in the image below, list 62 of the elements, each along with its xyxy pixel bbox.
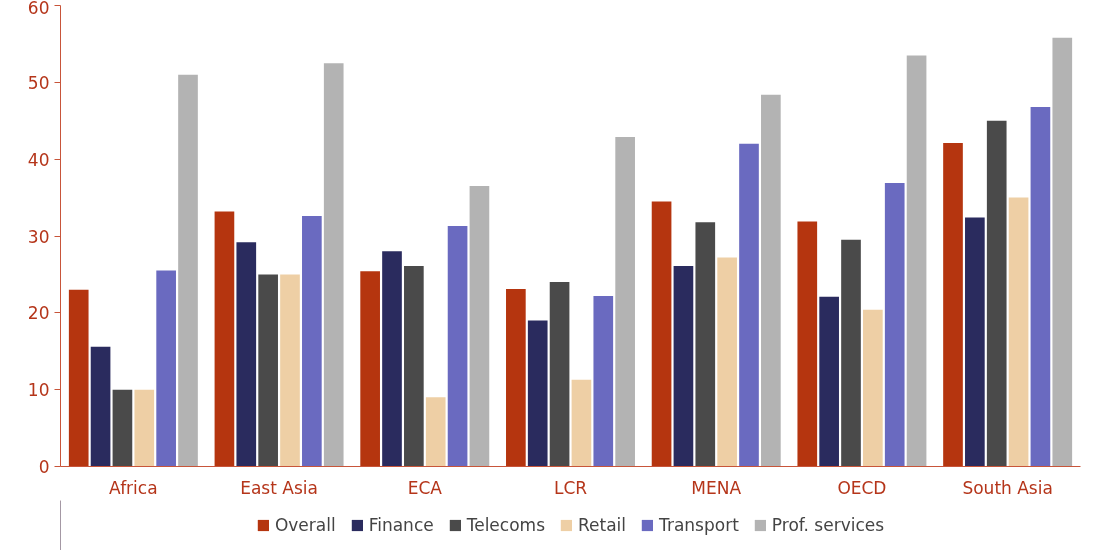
bar xyxy=(112,389,133,467)
bar xyxy=(258,274,278,467)
legend-label: Prof. services xyxy=(771,515,885,535)
bar xyxy=(404,265,424,467)
bar xyxy=(178,74,198,467)
bar xyxy=(425,397,446,467)
bar xyxy=(1008,197,1029,467)
x-tick-label: MENA xyxy=(691,477,742,498)
y-tick-label: 60 xyxy=(27,0,50,18)
bar xyxy=(863,309,883,467)
bar xyxy=(1030,106,1051,467)
bar xyxy=(382,251,402,467)
bar xyxy=(447,226,468,467)
y-tick-label: 50 xyxy=(27,72,50,93)
x-tick-label: South Asia xyxy=(962,477,1053,498)
legend-label: Telecoms xyxy=(466,515,546,535)
x-tick-label: LCR xyxy=(553,477,588,498)
bar xyxy=(695,222,716,467)
bar xyxy=(280,274,300,467)
y-tick-label: 30 xyxy=(27,226,50,247)
x-tick-label: Africa xyxy=(109,477,158,498)
bar xyxy=(651,201,672,467)
bar xyxy=(819,296,839,467)
bar xyxy=(134,389,155,467)
y-tick-label: 10 xyxy=(27,380,50,401)
bar xyxy=(943,143,963,467)
bar xyxy=(549,282,570,467)
bar xyxy=(360,271,380,467)
y-tick-label: 40 xyxy=(27,149,50,170)
bar xyxy=(761,94,781,467)
bar xyxy=(90,346,111,467)
legend-label: Retail xyxy=(578,515,627,535)
y-tick-label: 20 xyxy=(27,303,50,324)
x-tick-label: East Asia xyxy=(240,477,318,498)
bar xyxy=(323,63,344,467)
bar xyxy=(214,211,235,467)
bar xyxy=(527,320,548,467)
bar xyxy=(236,242,257,467)
y-tick-label: 0 xyxy=(38,457,50,477)
bar xyxy=(615,136,635,467)
bar xyxy=(593,295,614,467)
bar xyxy=(884,182,905,467)
legend-label: Transport xyxy=(659,515,739,535)
bar xyxy=(673,265,694,467)
bar xyxy=(841,239,861,467)
bar xyxy=(469,186,490,467)
bar xyxy=(797,221,818,467)
bar xyxy=(965,217,985,467)
bar xyxy=(739,143,759,467)
bar xyxy=(906,55,927,467)
bar xyxy=(717,257,737,467)
bar xyxy=(1052,37,1073,467)
x-tick-label: ECA xyxy=(407,477,443,498)
legend-label: Overall xyxy=(274,515,336,535)
bar xyxy=(68,289,89,467)
bar xyxy=(302,216,322,467)
bar xyxy=(506,289,526,467)
bar xyxy=(986,120,1007,467)
bar xyxy=(571,379,592,467)
x-tick-label: OECD xyxy=(837,477,887,498)
legend-label: Finance xyxy=(368,515,434,535)
bar xyxy=(156,270,176,467)
